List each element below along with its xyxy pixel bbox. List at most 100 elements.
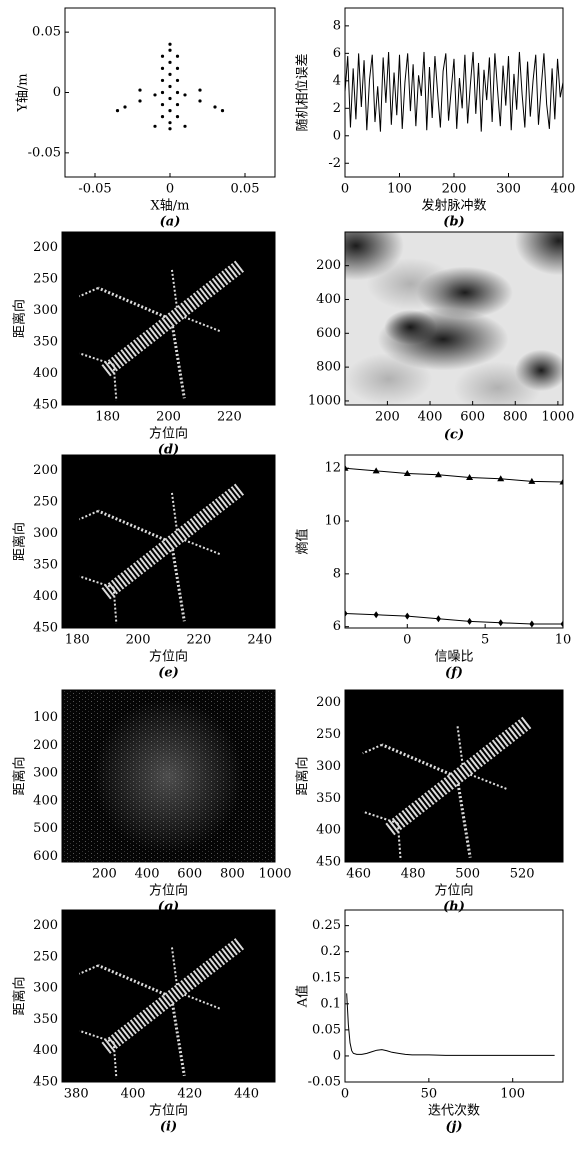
marker [373,611,379,619]
x-tick-label: 420 [177,1087,202,1102]
x-tick-label: 520 [510,867,535,882]
x-axis-label: 发射脉冲数 [421,198,486,214]
panel-label: (i) [160,1120,177,1135]
axes-frame [344,689,564,863]
series-line [345,612,563,625]
y-tick-label: 6 [333,46,341,61]
x-tick-label: 600 [177,867,202,882]
point [160,90,165,95]
panel-label: (a) [160,215,181,230]
y-tick-label: 300 [33,766,58,781]
x-tick-label: 100 [500,1087,525,1102]
target-stroke [381,743,452,776]
marker [560,620,563,628]
y-tick-label: 450 [33,621,58,636]
target-stroke [183,316,222,333]
target-stroke [108,493,245,600]
panel: -0.05 0 0.05 -0.05 0 0.05 X轴/m Y轴/m (a) [16,7,276,230]
x-tick-label: 200 [442,182,467,197]
x-tick-label: 5 [481,633,489,648]
y-tick-label: 450 [316,855,341,870]
point [160,102,165,107]
image-shade [384,309,437,345]
y-tick-label: 250 [316,727,341,742]
point [175,78,180,83]
y-axis-label: A值 [295,985,311,1008]
plot-area [345,51,563,132]
target-stroke [97,286,166,319]
panel: 200 400 600 800 1000100200300400500600方位向距离向… [12,689,292,915]
panel: 180 200 220 200 250 300 350 400 450 方位向 距离向 (d) [12,231,276,458]
target-stroke [171,1003,186,1077]
x-tick-label: 800 [220,867,245,882]
x-tick-label: 480 [401,867,426,882]
y-tick-label: 2 [333,101,341,116]
point [175,54,180,58]
panel-label: (b) [443,215,464,230]
plot-area [62,455,275,628]
point [160,54,165,58]
x-tick-label: 200 [375,410,400,425]
point [175,90,180,95]
marker [372,467,380,474]
point [168,121,172,125]
y-tick-label: 100 [33,710,58,725]
marker [497,475,505,482]
series-line [346,993,555,1056]
plot-area [345,232,563,405]
y-tick-label: 0 [333,1048,341,1063]
panel: 0 5 10 6 8 10 12 信噪比 熵值 (f) [295,454,571,681]
point [198,99,202,103]
point [138,88,142,92]
y-tick-label: 400 [33,1043,58,1058]
image-shade [93,698,244,854]
y-tick-label: 450 [33,1075,58,1090]
plot-area [62,910,275,1082]
point [183,93,187,97]
y-tick-label: 4 [333,73,341,88]
x-tick-label: 400 [418,410,443,425]
y-axis-label: Y轴/m [16,73,31,112]
image-shade [345,353,433,405]
x-tick-label: 600 [460,410,485,425]
axes-frame [64,7,276,178]
panel-label: (h) [443,900,465,915]
axes-frame [61,689,276,863]
marker [404,612,410,620]
y-tick-label: 8 [333,18,341,33]
y-tick-label: 0 [333,128,341,143]
point [168,96,172,101]
y-tick-label: 0 [53,85,61,100]
marker [559,478,563,485]
plot-area [345,690,563,862]
x-tick-label: 200 [156,410,181,425]
x-tick-label: 0 [403,633,411,648]
series-line [345,467,563,483]
point [168,127,172,131]
y-tick-label: 400 [316,823,341,838]
y-tick-label: 350 [33,1012,58,1027]
marker [467,617,473,625]
image-shade [366,257,454,310]
y-tick-label: 200 [33,918,58,933]
y-tick-label: 300 [316,759,341,774]
x-tick-label: 400 [135,867,160,882]
target-stroke [97,509,166,542]
y-tick-label: 6 [333,619,341,634]
target-stroke [171,326,186,399]
y-tick-label: 0.05 [32,25,61,40]
target-stroke [102,939,243,1053]
point [183,124,187,128]
x-tick-label: 0 [341,1087,349,1102]
target-stroke [101,938,237,1045]
target-stroke [101,260,237,367]
target-stroke [170,945,178,986]
x-tick-label: 220 [217,410,242,425]
plot-area [62,690,275,862]
x-tick-label: 380 [64,1087,89,1102]
target-stroke [78,964,99,975]
axes-frame [344,454,564,629]
y-tick-label: 200 [316,258,341,273]
axes-frame [61,454,276,629]
